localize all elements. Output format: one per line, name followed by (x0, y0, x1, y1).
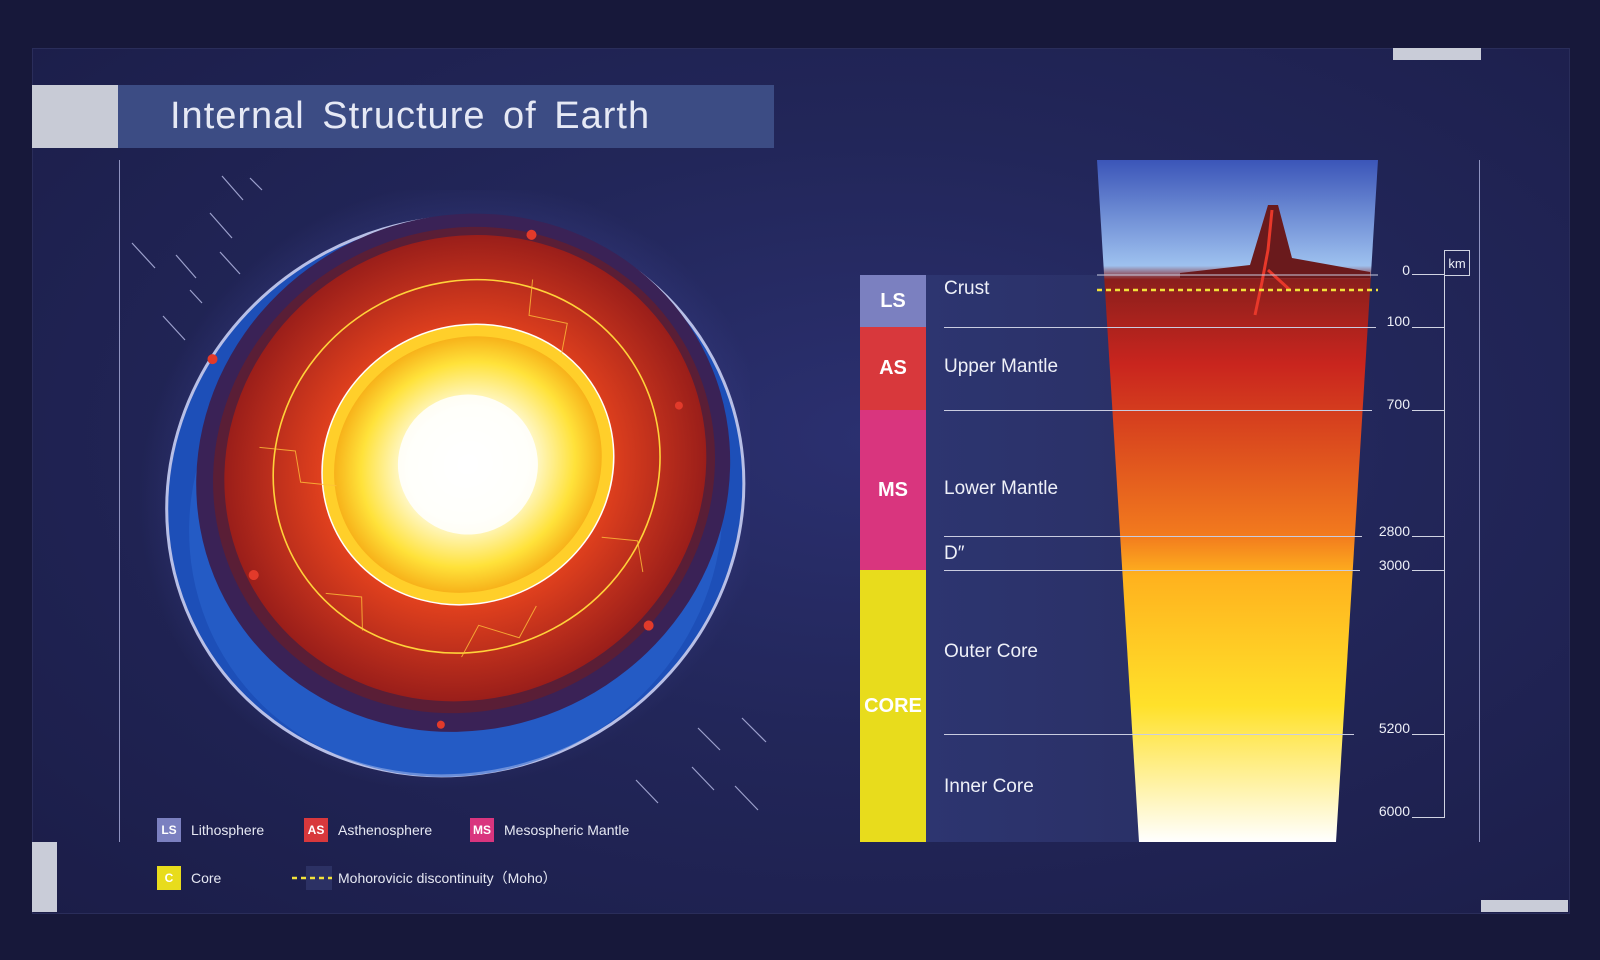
band-asthenosphere: AS (860, 327, 926, 410)
corner-deco-top-right (1393, 48, 1481, 60)
layer-label-crust: Crust (944, 278, 990, 299)
legend-moho: Mohorovicic discontinuity（Moho） (292, 866, 557, 890)
layer-label-outer-core: Outer Core (944, 641, 1038, 662)
legend-label-moho: Mohorovicic discontinuity（Moho） (338, 870, 557, 886)
depth-label-6000: 6000 (1378, 803, 1410, 819)
layer-label-d-double-prime: D″ (944, 543, 965, 564)
separator-outer-core (944, 734, 1354, 735)
depth-label-2800: 2800 (1378, 523, 1410, 539)
layer-label-lower-mantle: Lower Mantle (944, 478, 1059, 499)
crust-dots (207, 229, 683, 729)
depth-tick-6000 (1412, 817, 1444, 818)
legend-swatch-ms: MS (470, 818, 494, 842)
legend-label-lithosphere: Lithosphere (191, 822, 265, 838)
legend-swatch-core: C (157, 866, 181, 890)
core-glow-flares (397, 394, 538, 535)
title-accent-block (32, 85, 118, 148)
left-guide-line (119, 160, 120, 842)
lava-flow (1253, 209, 1292, 316)
legend-label-asthenosphere: Asthenosphere (338, 822, 433, 838)
separator-lower-mantle (944, 536, 1362, 537)
wedge-body (1097, 160, 1378, 842)
title-bar: Internal Structure of Earth (32, 85, 774, 148)
legend-lithosphere: LS Lithosphere (157, 818, 264, 842)
depth-tick-2800 (1412, 536, 1444, 537)
separator-crust (944, 327, 1376, 328)
legend-asthenosphere: AS Asthenosphere (304, 818, 432, 842)
layer-label-inner-core: Inner Core (944, 776, 1034, 797)
depth-label-0: 0 (1402, 262, 1410, 278)
depth-unit: km (1448, 255, 1466, 271)
depth-tick-700 (1412, 410, 1444, 411)
depth-label-3000: 3000 (1378, 557, 1410, 573)
corner-deco-bottom-right (1481, 900, 1568, 912)
depth-label-700: 700 (1386, 396, 1410, 412)
legend-swatch-ls: LS (157, 818, 181, 842)
band-mesospheric-mantle: MS (860, 410, 926, 570)
depth-unit-box: km (1444, 250, 1470, 276)
mantle-cracks (259, 279, 644, 658)
legend-mesospheric-mantle: MS Mesospheric Mantle (470, 818, 629, 842)
depth-tick-3000 (1412, 570, 1444, 571)
depth-tick-100 (1412, 327, 1444, 328)
depth-tick-0 (1412, 274, 1444, 275)
legend-swatch-as: AS (304, 818, 328, 842)
layer-label-upper-mantle: Upper Mantle (944, 356, 1059, 377)
band-lithosphere: LS (860, 275, 926, 327)
depth-label-5200: 5200 (1378, 720, 1410, 736)
depth-label-100: 100 (1386, 313, 1410, 329)
legend-core: C Core (157, 866, 221, 890)
moho-dashed-line-icon (292, 866, 332, 890)
depth-scale-axis (1444, 274, 1445, 818)
separator-d-layer (944, 570, 1360, 571)
volcano-icon (1180, 205, 1370, 278)
separator-upper-mantle (944, 410, 1372, 411)
corner-deco-bottom-left (32, 842, 57, 912)
depth-tick-5200 (1412, 734, 1444, 735)
band-core: CORE (860, 570, 926, 842)
right-guide-line (1479, 160, 1480, 842)
page-title: Internal Structure of Earth (118, 85, 774, 148)
legend-label-core: Core (191, 870, 222, 886)
legend-label-mesospheric-mantle: Mesospheric Mantle (504, 822, 630, 838)
earth-cross-section (139, 190, 750, 790)
mantle-boundary (272, 278, 661, 654)
